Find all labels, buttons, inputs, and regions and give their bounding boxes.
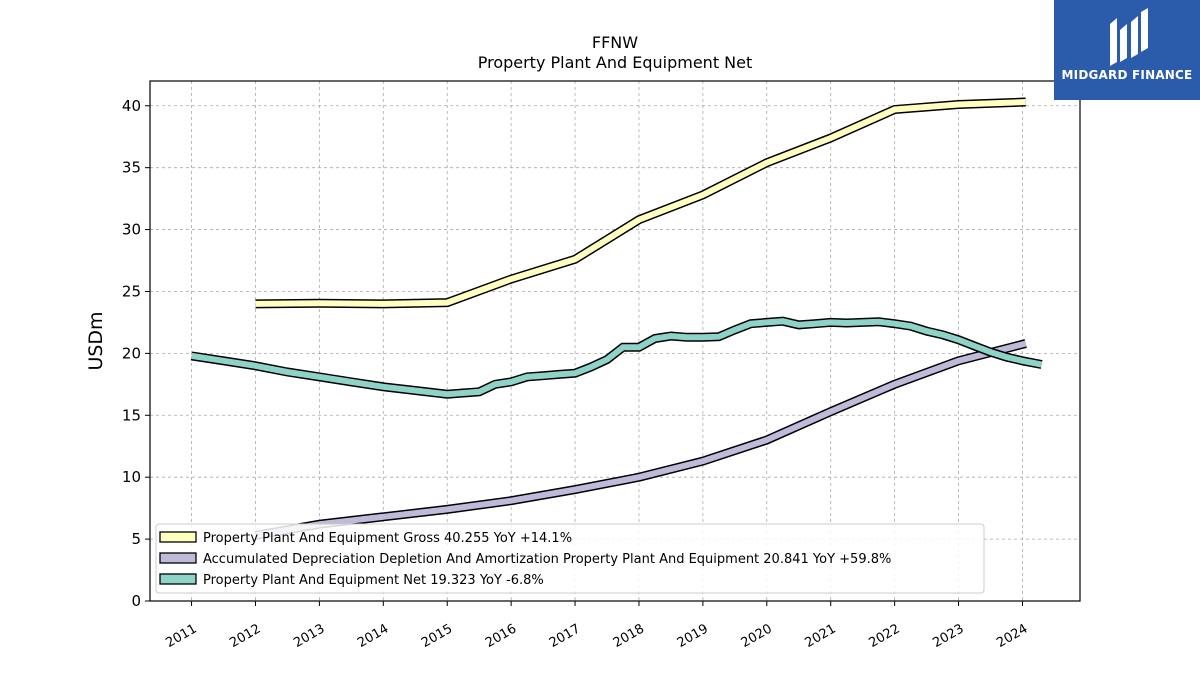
y-tick-label: 30	[122, 221, 141, 239]
y-tick-label: 20	[122, 344, 141, 362]
series-line-1	[254, 340, 1027, 539]
series-line-outline-1	[254, 339, 1027, 540]
legend-label: Property Plant And Equipment Gross 40.25…	[203, 531, 572, 546]
legend-label: Accumulated Depreciation Depletion And A…	[203, 552, 891, 567]
x-tick-label: 2015	[419, 621, 455, 651]
x-tick-label: 2016	[483, 621, 519, 651]
chart-subtitle: Property Plant And Equipment Net	[478, 53, 753, 72]
x-tick-label: 2019	[675, 621, 711, 651]
y-tick-label: 40	[122, 97, 141, 115]
x-tick-label: 2012	[227, 621, 263, 651]
series-line-2	[191, 318, 1043, 398]
plot-frame	[149, 80, 1081, 602]
x-tick-label: 2022	[866, 621, 902, 651]
y-axis-label: USDm	[85, 311, 107, 370]
series-layer	[190, 97, 1043, 540]
legend-swatch	[159, 552, 197, 564]
x-tick-label: 2023	[930, 621, 966, 651]
legend: Property Plant And Equipment Gross 40.25…	[155, 523, 985, 594]
y-tick-label: 35	[122, 159, 141, 177]
x-tick-label: 2017	[547, 621, 583, 651]
legend-swatch	[159, 573, 197, 585]
x-axis-ticks: 2011 2012 2013 2014 2015 2016 2017 2018 2019 2020…	[163, 601, 1030, 651]
x-tick-label: 2011	[163, 621, 199, 651]
x-tick-label: 2021	[803, 621, 839, 651]
x-tick-label: 2024	[994, 621, 1030, 651]
x-tick-label: 2020	[739, 621, 775, 651]
midgard-finance-logo: MIDGARD FINANCE	[1054, 0, 1200, 100]
y-tick-label: 0	[131, 592, 141, 610]
logo-text: MIDGARD FINANCE	[1061, 68, 1193, 82]
series-line-outline-0	[255, 97, 1026, 309]
x-tick-label: 2018	[611, 621, 647, 651]
logo-mark-icon	[1110, 8, 1148, 66]
chart-title: FFNW	[592, 33, 638, 52]
legend-box	[155, 523, 985, 594]
y-tick-label: 25	[122, 282, 141, 300]
grid-lines	[150, 81, 1080, 602]
legend-label: Property Plant And Equipment Net 19.323 …	[203, 573, 544, 588]
y-tick-label: 10	[122, 468, 141, 486]
legend-swatch	[159, 531, 197, 543]
x-tick-label: 2014	[355, 621, 391, 651]
y-axis-ticks: 0 5 10 15 20 25 30 35 40	[122, 97, 150, 610]
y-tick-label: 15	[122, 406, 141, 424]
x-tick-label: 2013	[291, 621, 327, 651]
y-tick-label: 5	[131, 530, 141, 548]
series-line-0	[255, 99, 1026, 307]
